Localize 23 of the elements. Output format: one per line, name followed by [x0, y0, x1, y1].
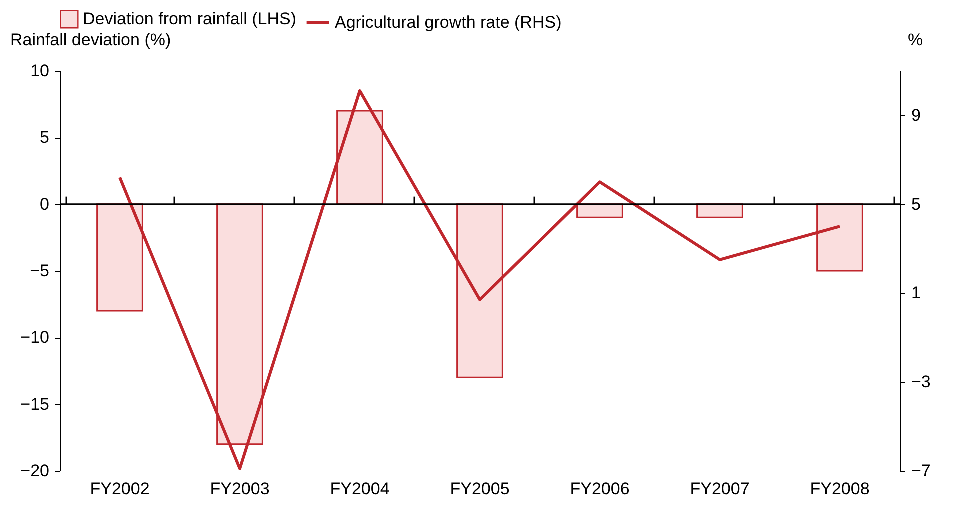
y-tick-label: 5	[40, 128, 50, 148]
y-tick-label: −15	[20, 394, 50, 414]
y-tick-label: −10	[20, 328, 50, 348]
y-tick-label: 0	[40, 194, 50, 214]
y2-tick-label: −3	[912, 372, 931, 392]
y-axis-title: Rainfall deviation (%)	[10, 30, 172, 50]
legend-label: Agricultural growth rate (RHS)	[335, 13, 562, 32]
x-tick-label: FY2003	[210, 480, 270, 498]
y-tick-label: 10	[30, 62, 50, 80]
y2-tick-label: 1	[912, 284, 921, 303]
y2-tick-label: 9	[912, 106, 921, 125]
x-tick-label: FY2004	[330, 480, 390, 498]
y2-axis-title: %	[908, 30, 924, 50]
y2-tick-label: −7	[912, 462, 931, 480]
y-tick-label: −20	[20, 462, 50, 480]
x-tick-label: FY2007	[690, 480, 750, 498]
x-tick-label: FY2002	[90, 480, 150, 498]
y2-tick-label: 5	[912, 194, 921, 214]
x-tick-label: FY2008	[810, 480, 870, 498]
legend-label: Deviation from rainfall (LHS)	[83, 10, 297, 28]
x-tick-label: FY2006	[570, 480, 630, 498]
y-tick-label: −5	[30, 262, 50, 280]
x-tick-label: FY2005	[450, 480, 510, 498]
